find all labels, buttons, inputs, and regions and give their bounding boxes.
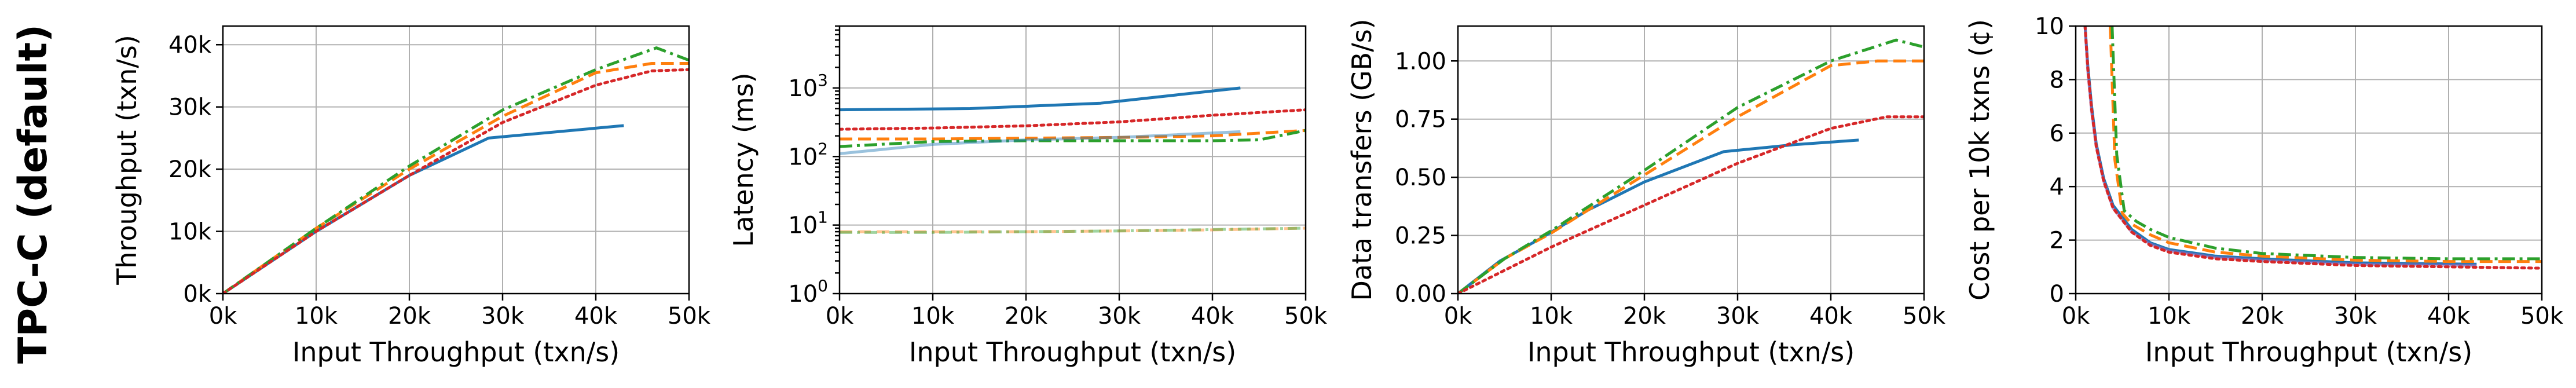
series-line-3 xyxy=(2109,26,2542,263)
y-tick-label: 100 xyxy=(788,276,828,308)
series-line-3 xyxy=(840,129,1306,141)
y-tick-label: 0.50 xyxy=(1395,164,1446,191)
x-tick-label: 10k xyxy=(911,303,955,330)
x-tick-label: 30k xyxy=(1716,303,1760,330)
x-tick-label: 40k xyxy=(1809,303,1853,330)
y-tick-label: 20k xyxy=(168,156,212,183)
series-line-3 xyxy=(1458,38,1924,294)
series-line-5 xyxy=(840,130,1241,155)
y-axis-label: Latency (ms) xyxy=(728,72,759,247)
series-line-1 xyxy=(2083,26,2477,266)
plot-frame xyxy=(838,25,1307,295)
series-line-2 xyxy=(840,108,1306,131)
x-tick-label: 40k xyxy=(574,303,618,330)
x-tick-label: 50k xyxy=(668,303,711,330)
x-axis-label: Input Throughput (txn/s) xyxy=(292,336,620,368)
chart-panel-3: 0k 10k 20k 30k 40k 50k 0.00 0.25 0.50 0.75 1.00 Inp… xyxy=(1346,19,1946,368)
x-tick-label: 30k xyxy=(481,303,525,330)
chart-panel-2: 0k 10k 20k 30k 40k 50k 100 101 102 103 Input Throu… xyxy=(728,25,1328,368)
series-line-4 xyxy=(1458,115,1924,294)
x-tick-label: 10k xyxy=(1530,303,1573,330)
x-tick-label: 50k xyxy=(1903,303,1946,330)
x-tick-label: 50k xyxy=(2520,303,2564,330)
y-tick-label: 0.25 xyxy=(1395,223,1446,250)
y-tick-label: 0.00 xyxy=(1395,281,1446,308)
series-line-7 xyxy=(840,226,1306,234)
y-tick-label: 10 xyxy=(2035,13,2064,40)
x-tick-label: 40k xyxy=(2427,303,2471,330)
series-line-2 xyxy=(223,62,689,294)
chart-panel-1: 0k 10k 20k 30k 40k 50k 0k 10k 20k 30k 40k Input Thr… xyxy=(111,25,711,368)
y-tick-label: 0.75 xyxy=(1395,107,1446,133)
series-line-1 xyxy=(840,86,1241,112)
y-tick-label: 30k xyxy=(168,94,212,121)
series-line-5 xyxy=(2083,26,2542,270)
y-tick-label: 6 xyxy=(2050,120,2064,147)
x-tick-label: 20k xyxy=(1005,303,1048,330)
x-tick-label: 40k xyxy=(1191,303,1234,330)
y-tick-label: 4 xyxy=(2050,174,2064,200)
x-tick-label: 10k xyxy=(295,303,338,330)
x-tick-label: 0k xyxy=(2062,303,2090,330)
y-axis-label: Throughput (txn/s) xyxy=(111,35,142,285)
x-tick-label: 20k xyxy=(2241,303,2284,330)
series-line-4 xyxy=(840,129,1306,148)
series-line-6 xyxy=(840,226,1306,233)
y-tick-label: 103 xyxy=(788,71,828,102)
y-tick-label: 10k xyxy=(168,219,212,246)
plot-frame xyxy=(1457,25,1925,295)
y-tick-label: 2 xyxy=(2050,228,2064,254)
plot-frame xyxy=(222,25,690,295)
y-axis-label: Cost per 10k txns (¢) xyxy=(1964,19,1995,301)
x-tick-label: 30k xyxy=(2334,303,2377,330)
x-tick-label: 10k xyxy=(2148,303,2191,330)
x-axis-label: Input Throughput (txn/s) xyxy=(2145,336,2472,368)
x-tick-label: 30k xyxy=(1098,303,1141,330)
chart-panel-4: 0k 10k 20k 30k 40k 50k 0 2 4 6 8 10 Input Throughput… xyxy=(1964,13,2564,368)
y-axis-label: Data transfers (GB/s) xyxy=(1346,19,1377,301)
y-tick-label: 102 xyxy=(788,139,828,170)
x-axis-label: Input Throughput (txn/s) xyxy=(1527,336,1855,368)
x-axis-label: Input Throughput (txn/s) xyxy=(909,336,1236,368)
plot-frame xyxy=(2075,25,2543,295)
row-label: TPC-C (default) xyxy=(10,24,56,364)
series-line-2 xyxy=(1458,59,1924,294)
y-tick-label: 40k xyxy=(168,32,212,58)
series-line-1 xyxy=(223,124,624,294)
x-tick-label: 0k xyxy=(209,303,237,330)
y-tick-label: 1.00 xyxy=(1395,48,1446,75)
x-tick-label: 20k xyxy=(1623,303,1666,330)
series-line-4 xyxy=(223,68,689,294)
y-tick-label: 0 xyxy=(2050,281,2064,308)
y-tick-label: 0k xyxy=(183,281,211,308)
x-tick-label: 20k xyxy=(388,303,431,330)
y-tick-label: 101 xyxy=(788,208,828,239)
x-tick-label: 0k xyxy=(1444,303,1472,330)
y-tick-label: 8 xyxy=(2050,67,2064,93)
x-tick-label: 50k xyxy=(1284,303,1328,330)
x-tick-label: 0k xyxy=(826,303,854,330)
series-line-3 xyxy=(223,46,689,294)
series-line-1 xyxy=(1458,138,1859,294)
series-line-4 xyxy=(2110,26,2542,261)
